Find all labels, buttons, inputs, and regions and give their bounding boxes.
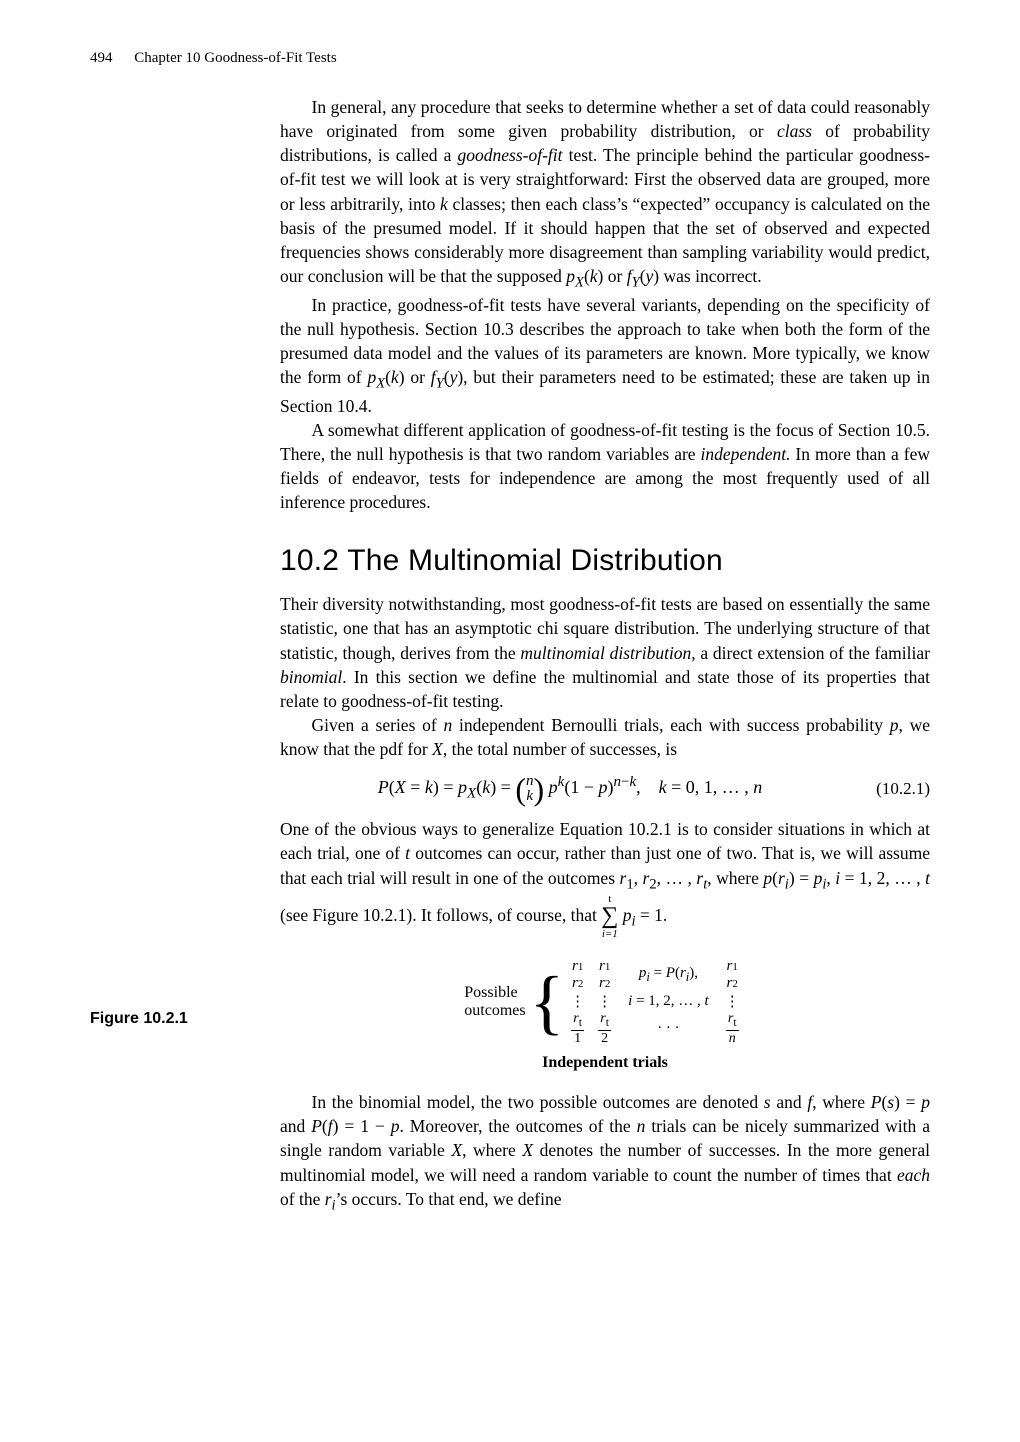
paragraph-4: Their diversity notwithstanding, most go… bbox=[280, 592, 930, 713]
figure-10-2-1: Possibleoutcomes { r1 r1 pi = P(ri), r1 … bbox=[280, 958, 930, 1072]
paragraph-7: In the binomial model, the two possible … bbox=[280, 1090, 930, 1215]
equation-number: (10.2.1) bbox=[860, 779, 930, 799]
figure-left-label: Possibleoutcomes bbox=[464, 984, 525, 1020]
section-number: 10.2 bbox=[280, 544, 339, 577]
figure-label: Figure 10.2.1 bbox=[90, 1010, 188, 1028]
binom-bot: k bbox=[526, 788, 533, 804]
paragraph-2: In practice, goodness-of-fit tests have … bbox=[280, 293, 930, 418]
summation: t ∑ i=1 bbox=[601, 894, 618, 940]
equation-10-2-1: P(X = k) = pX(k) = (nk) pk(1 − p)n−k, k … bbox=[280, 773, 930, 805]
paragraph-1: In general, any procedure that seeks to … bbox=[280, 95, 930, 293]
sum-lower: i=1 bbox=[602, 928, 618, 940]
body-column: In general, any procedure that seeks to … bbox=[280, 95, 930, 1215]
running-header: 494 Chapter 10 Goodness-of-Fit Tests bbox=[90, 50, 930, 67]
section-title-text: The Multinomial Distribution bbox=[347, 544, 723, 577]
equation-body: P(X = k) = pX(k) = (nk) pk(1 − p)n−k, k … bbox=[280, 773, 860, 805]
binom-top: n bbox=[526, 773, 534, 789]
figure-caption: Independent trials bbox=[280, 1054, 930, 1072]
paragraph-3: A somewhat different application of good… bbox=[280, 418, 930, 515]
running-title: Chapter 10 Goodness-of-Fit Tests bbox=[134, 50, 336, 66]
paragraph-6: One of the obvious ways to generalize Eq… bbox=[280, 817, 930, 940]
paragraph-5: Given a series of n independent Bernoull… bbox=[280, 713, 930, 761]
left-brace-icon: { bbox=[530, 966, 565, 1038]
section-heading: 10.2 The Multinomial Distribution bbox=[280, 544, 930, 578]
page-number: 494 bbox=[90, 50, 113, 67]
figure-trials-table: r1 r1 pi = P(ri), r1 r2 r2 r2 ⋮ bbox=[564, 958, 746, 1046]
